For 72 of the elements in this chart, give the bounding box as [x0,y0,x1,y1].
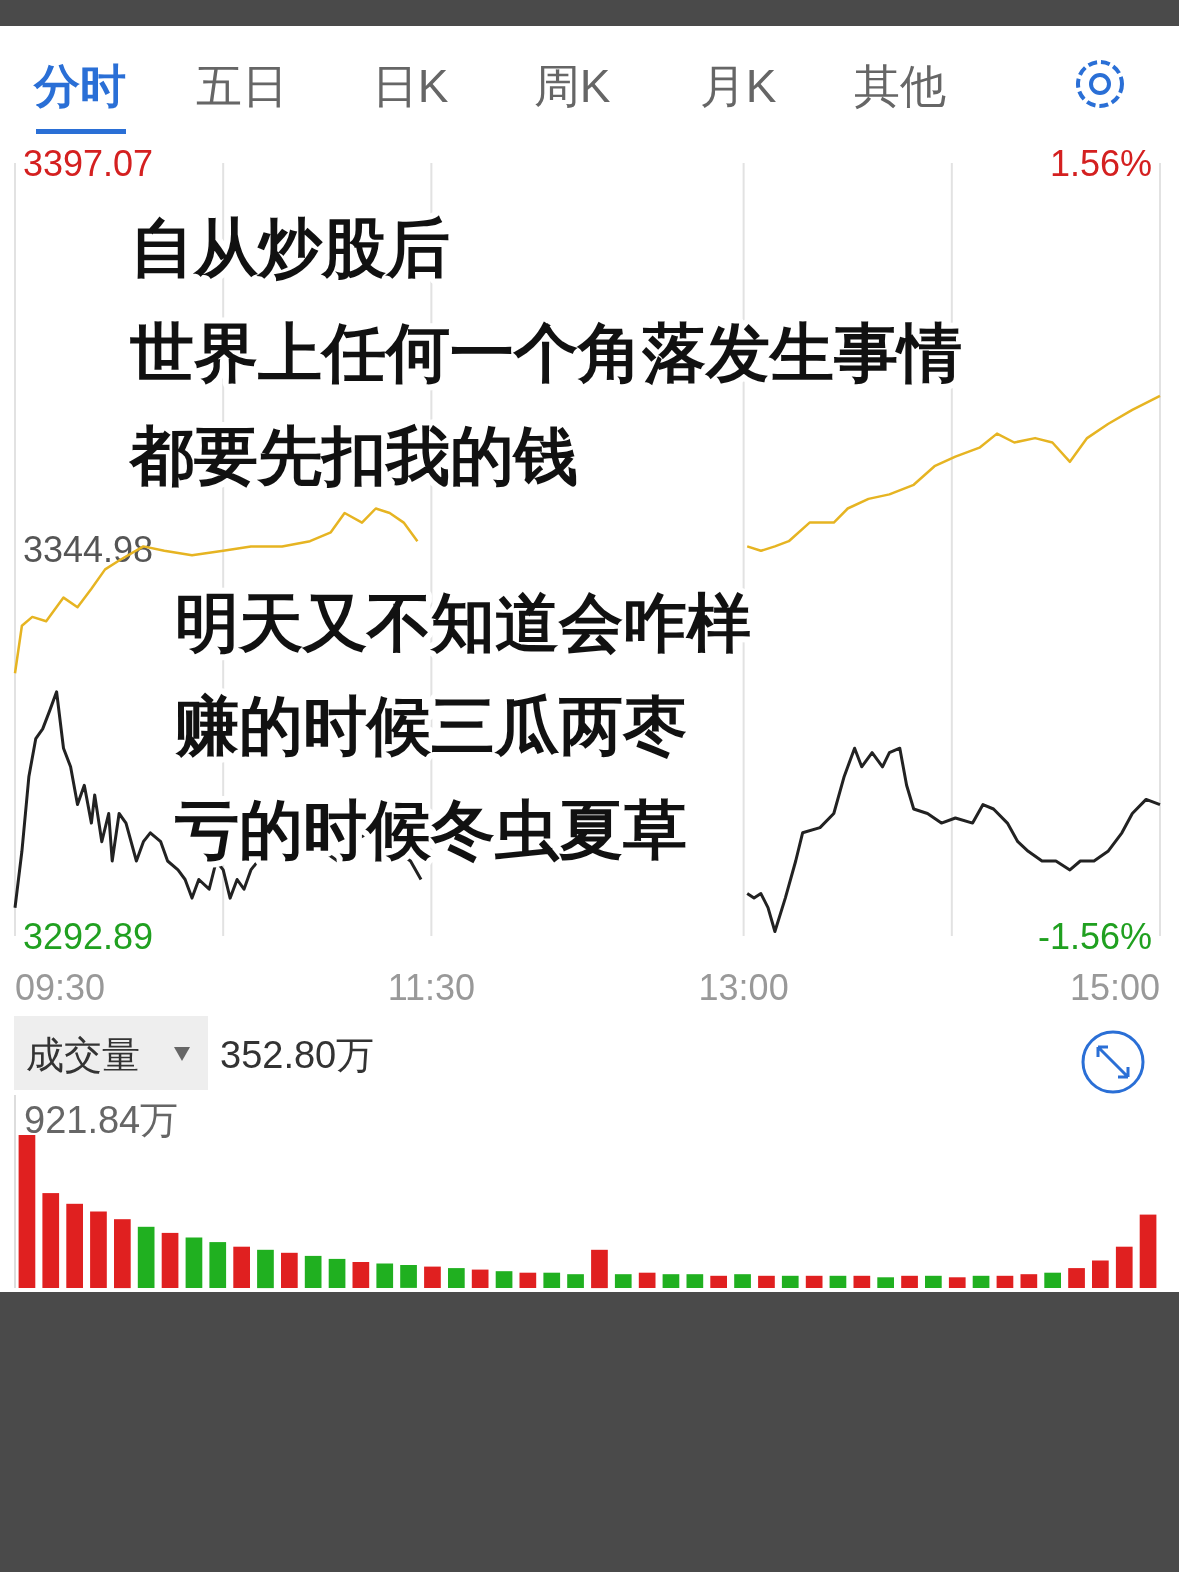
bar [805,1275,823,1288]
bar [376,1263,394,1288]
bar [257,1249,274,1289]
bar [209,1242,227,1288]
text: 352.80万 [220,1034,375,1076]
bar [638,1272,656,1288]
y-tick-label: 3397.07 [23,142,154,184]
chart-title: 成交量 [26,1034,140,1076]
bar [758,1275,775,1288]
annotation: 赚的时候三瓜两枣 [175,690,687,762]
bar [781,1275,799,1288]
bar [328,1258,346,1288]
bar [1020,1274,1038,1288]
text: 其他 [854,60,946,112]
bar [114,1219,131,1289]
bar [448,1268,465,1288]
bar [471,1269,489,1288]
annotation: 921.84万 [24,1099,179,1141]
bar [400,1265,417,1288]
bar [877,1277,894,1288]
bar [686,1274,704,1288]
text: 日K [371,60,449,112]
x-tick-label: 13:00 [698,967,789,1008]
bar [233,1246,250,1288]
annotation: 都要先扣我的钱 [128,420,578,492]
bar [829,1275,847,1288]
bar [901,1275,918,1288]
bar [304,1255,322,1288]
bar [185,1237,203,1288]
text: 五日 [196,60,288,112]
y-tick-label: 3292.89 [23,915,154,957]
bar [1139,1214,1157,1288]
bar [352,1262,370,1288]
bar [42,1193,60,1288]
bar [567,1274,584,1288]
annotation: 明天又不知道会咋样 [175,587,751,659]
x-tick-label: 09:30 [15,967,106,1008]
bar [90,1211,107,1288]
y2-tick-label: -1.56% [1037,915,1152,957]
bar [1092,1260,1109,1288]
bar [614,1274,632,1288]
bar [281,1252,298,1288]
text: 分时 [33,60,126,112]
bar [1115,1246,1133,1288]
bar [66,1203,83,1288]
bar [710,1275,727,1288]
y-tick-label: 3344.98 [23,529,154,570]
bar [662,1274,680,1288]
bar [519,1272,537,1288]
annotation: 亏的时候冬虫夏草 [175,794,687,866]
bar [161,1232,179,1288]
bar [948,1277,966,1288]
bar [18,1135,36,1288]
bar [996,1275,1014,1288]
x-tick-label: 15:00 [1069,967,1160,1008]
annotation: 世界上任何一个角落发生事情 [129,317,962,389]
bar [495,1271,513,1288]
y2-tick-label: 1.56% [1049,142,1152,184]
bar [1044,1272,1061,1288]
bar [925,1275,942,1288]
bar [424,1266,441,1288]
bar [1068,1268,1085,1288]
annotation: 自从炒股后 [130,212,450,284]
bar [543,1272,561,1288]
x-tick-label: 11:30 [387,967,476,1008]
bar [137,1226,155,1288]
text: 月K [699,60,777,112]
bar [734,1274,751,1288]
bar [591,1249,608,1289]
bar [972,1275,990,1288]
text: 周K [533,60,611,112]
bar [853,1275,871,1288]
